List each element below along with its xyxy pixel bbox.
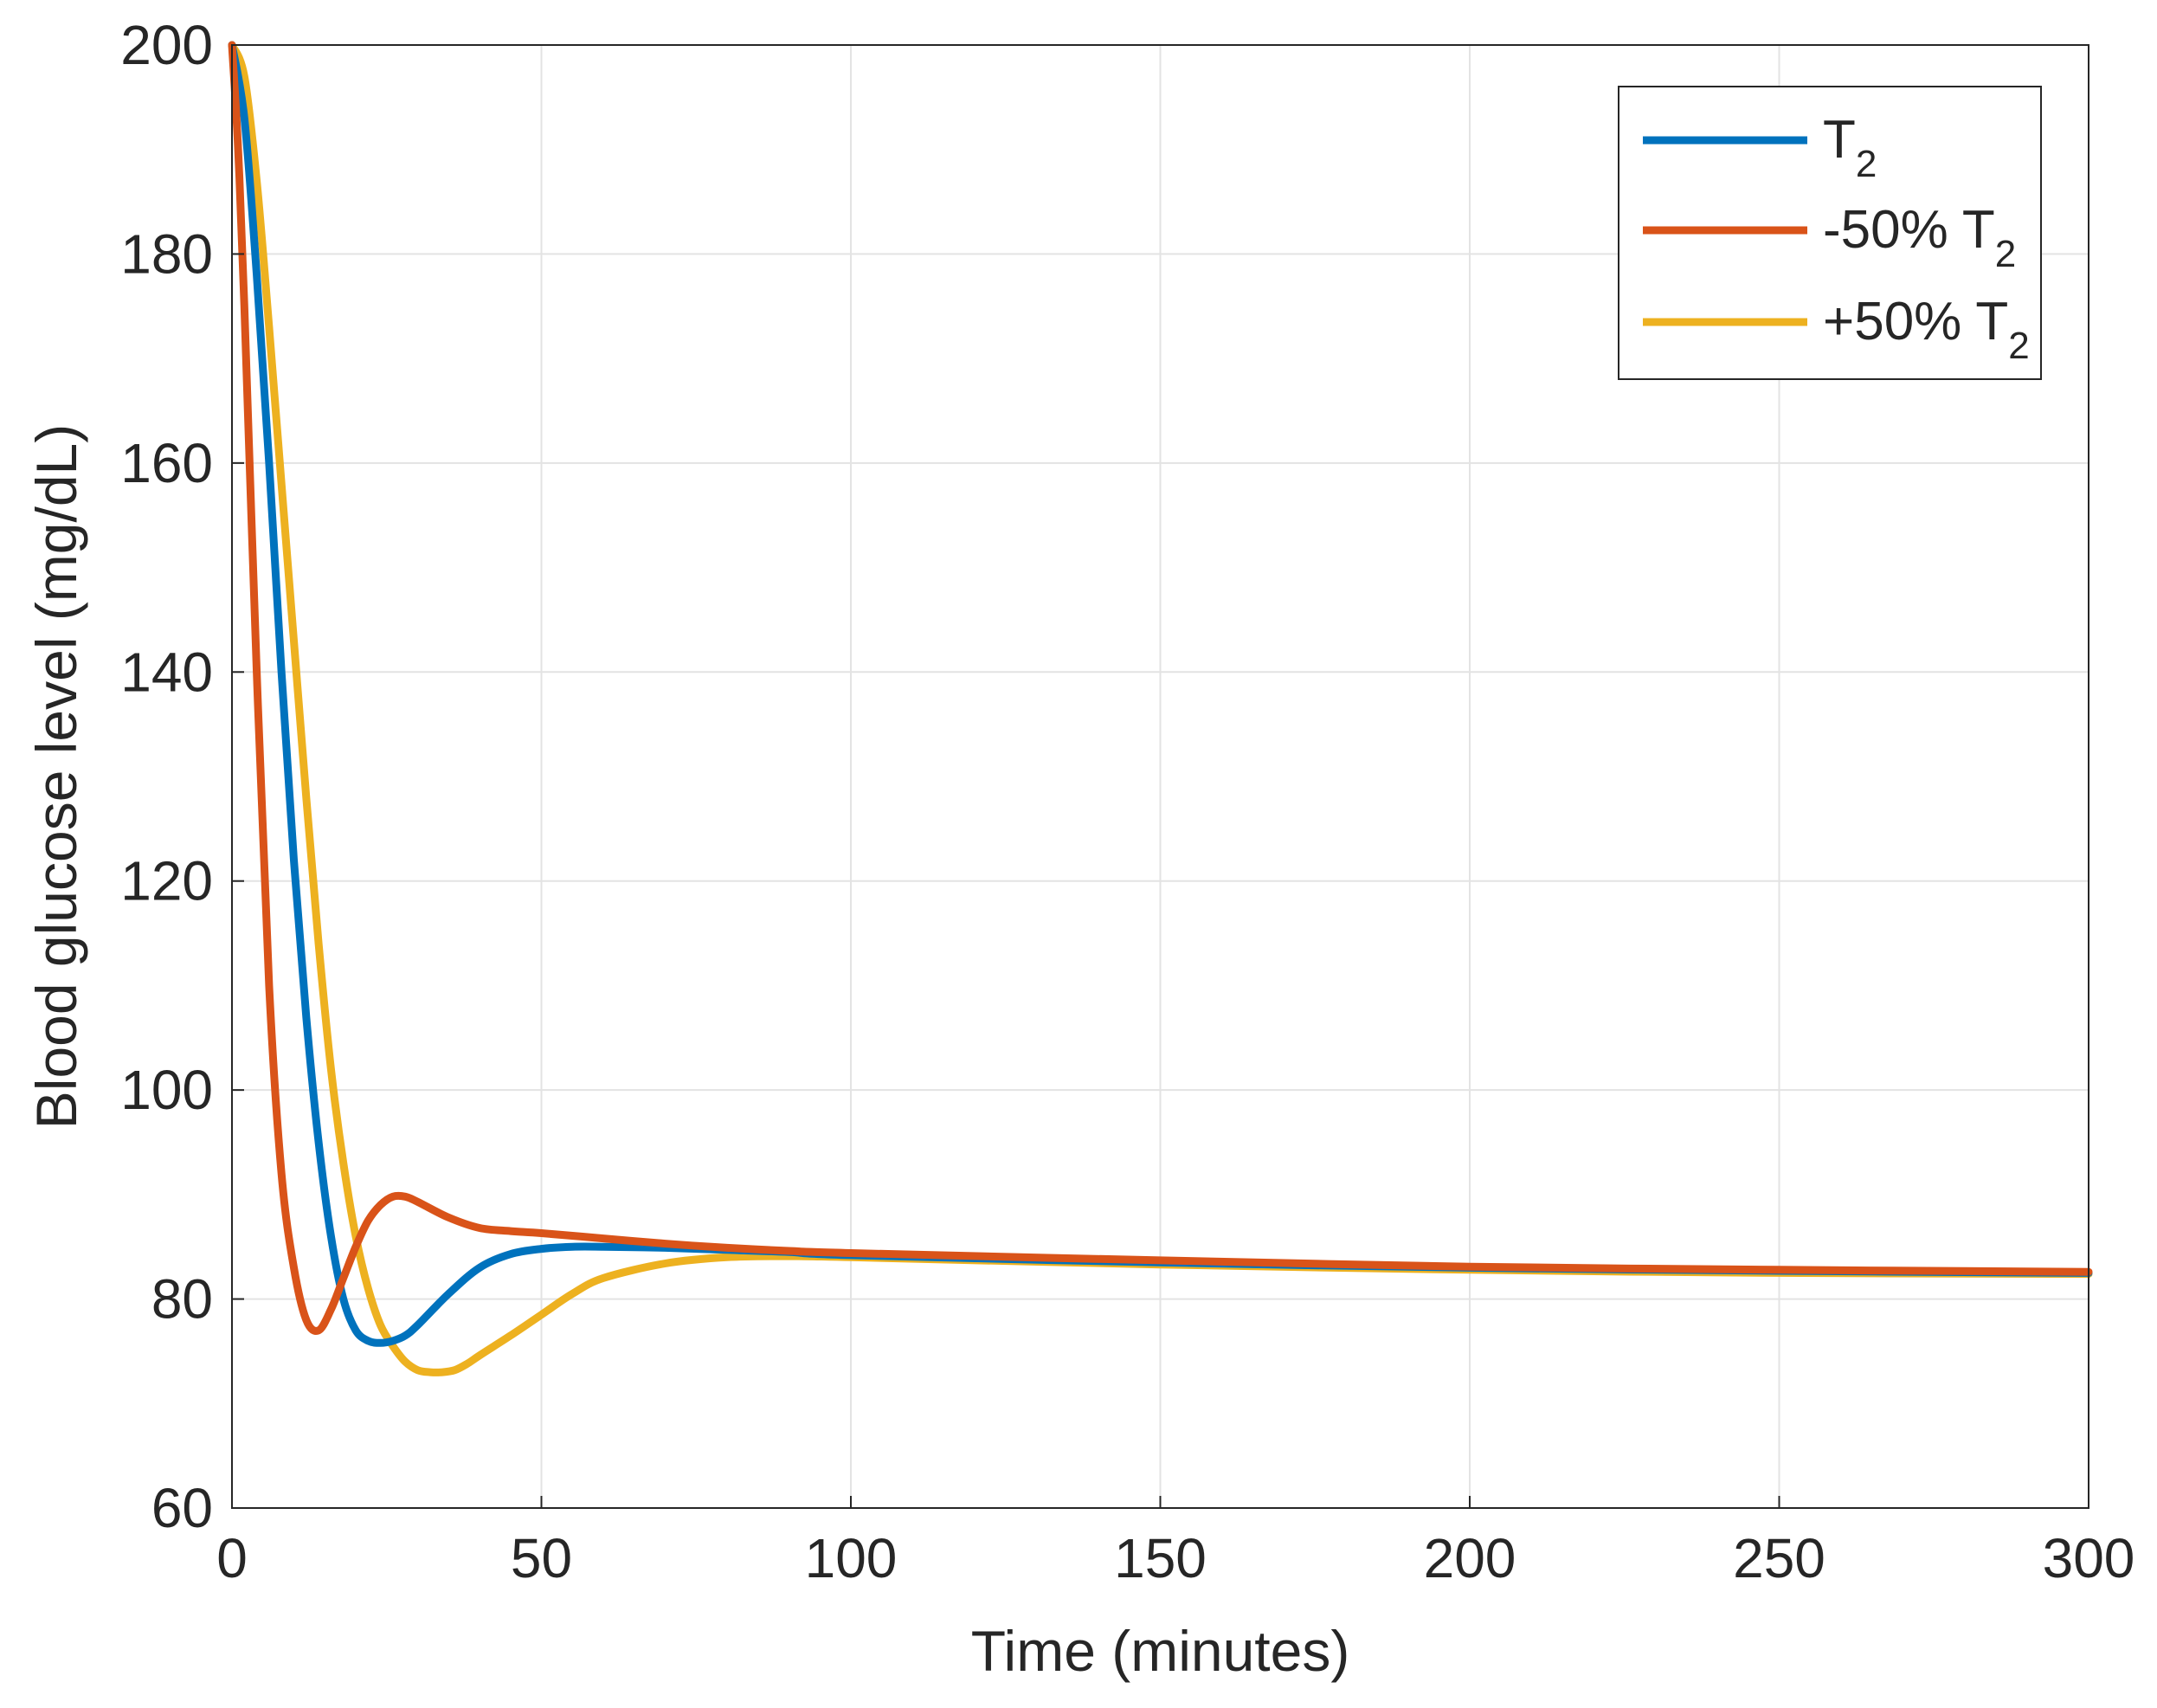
x-tick-label: 300 [2043, 1527, 2135, 1589]
x-axis-title: Time (minutes) [971, 1619, 1350, 1683]
y-tick-label: 200 [120, 14, 213, 76]
y-tick-label: 80 [151, 1268, 213, 1331]
y-tick-label: 60 [151, 1477, 213, 1539]
y-tick-labels: 60 80 100 120 140 160 180 200 [120, 14, 213, 1539]
y-tick-label: 140 [120, 641, 213, 703]
legend: T2-50% T2+50% T2 [1618, 86, 2042, 380]
x-tick-label: 50 [511, 1527, 572, 1589]
x-tick-label: 200 [1424, 1527, 1516, 1589]
x-tick-label: 250 [1733, 1527, 1825, 1589]
series-minus50-t2-line [228, 41, 2093, 1335]
axis-ticks [231, 44, 2089, 1509]
x-tick-label: 100 [805, 1527, 898, 1589]
y-tick-label: 160 [120, 432, 213, 494]
y-tick-label: 120 [120, 850, 213, 912]
x-tick-label: 150 [1114, 1527, 1207, 1589]
y-axis-title: Blood glucose level (mg/dL) [24, 424, 88, 1129]
x-tick-labels: 0 50 100 150 200 250 300 [216, 1527, 2134, 1589]
x-tick-label: 0 [216, 1527, 248, 1589]
y-tick-label: 180 [120, 222, 213, 285]
y-tick-label: 100 [120, 1059, 213, 1121]
series-layer [228, 41, 2093, 1376]
